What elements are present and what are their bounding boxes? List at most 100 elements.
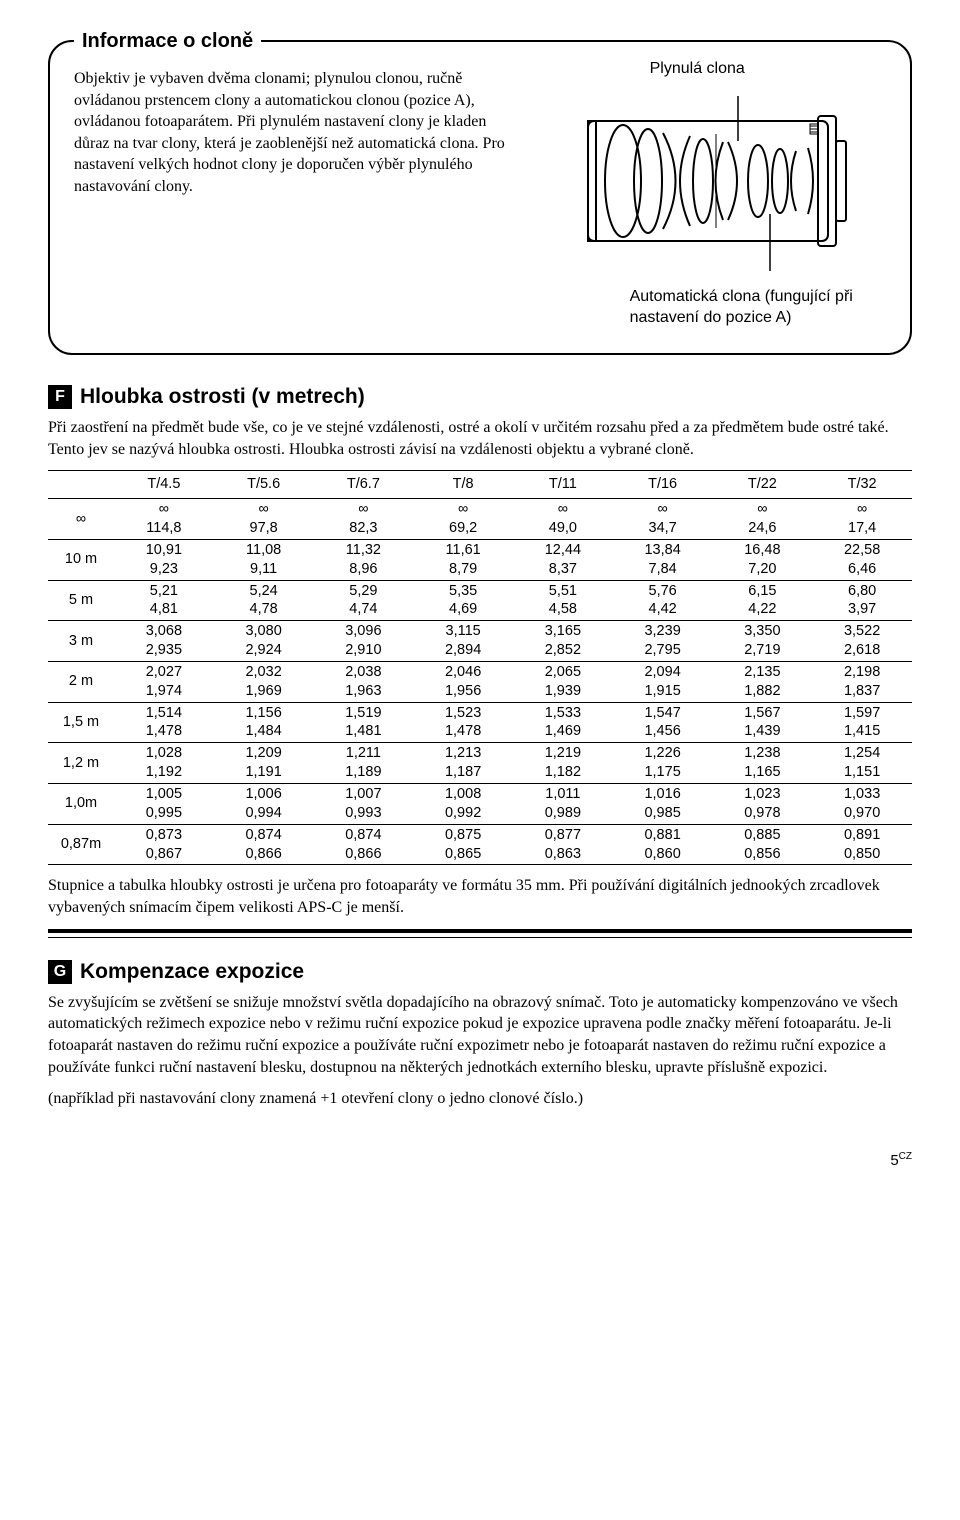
dof-cell: ∞17,4 (812, 499, 912, 540)
dof-cell: 2,0941,915 (613, 661, 713, 702)
dof-cell: 1,5141,478 (114, 702, 214, 743)
dof-cell: 0,8730,867 (114, 824, 214, 865)
dof-cell: 0,8740,866 (214, 824, 314, 865)
dof-cell: 2,1981,837 (812, 661, 912, 702)
table-row: 5 m5,214,815,244,785,294,745,354,695,514… (48, 580, 912, 621)
section-f-heading: F Hloubka ostrosti (v metrech) (48, 383, 912, 411)
dof-cell: 6,803,97 (812, 580, 912, 621)
dof-cell: 1,2111,189 (314, 743, 414, 784)
dof-cell: 0,8910,850 (812, 824, 912, 865)
dof-cell: 0,8770,863 (513, 824, 613, 865)
dof-header-cell: T/16 (613, 471, 713, 499)
dof-cell: ∞114,8 (114, 499, 214, 540)
dof-cell: 1,2381,165 (713, 743, 813, 784)
figure-label-bottom: Automatická clona (fungující při nastave… (530, 286, 886, 329)
dof-cell: 3,1652,852 (513, 621, 613, 662)
page-footer: 5CZ (48, 1150, 912, 1171)
dof-row-label: 1,0m (48, 783, 114, 824)
lens-diagram-icon (558, 86, 858, 276)
dof-cell: 1,2261,175 (613, 743, 713, 784)
section-g-body1: Se zvyšujícím se zvětšení se snižuje mno… (48, 992, 912, 1078)
dof-row-label: 0,87m (48, 824, 114, 865)
dof-cell: 1,0060,994 (214, 783, 314, 824)
dof-cell: 0,8810,860 (613, 824, 713, 865)
dof-cell: 13,847,84 (613, 539, 713, 580)
dof-cell: 0,8850,856 (713, 824, 813, 865)
dof-cell: 2,0461,956 (413, 661, 513, 702)
dof-cell: ∞49,0 (513, 499, 613, 540)
dof-cell: 11,328,96 (314, 539, 414, 580)
dof-cell: 2,0381,963 (314, 661, 414, 702)
dof-cell: 0,8740,866 (314, 824, 414, 865)
info-box: Informace o cloně Objektiv je vybaven dv… (48, 40, 912, 355)
dof-cell: 1,5971,415 (812, 702, 912, 743)
dof-cell: 5,294,74 (314, 580, 414, 621)
page-number: 5 (890, 1152, 898, 1169)
dof-cell: 1,0281,192 (114, 743, 214, 784)
dof-cell: ∞82,3 (314, 499, 414, 540)
page-suffix: CZ (899, 1151, 912, 1162)
box-text: Objektiv je vybaven dvěma clonami; plynu… (74, 58, 510, 329)
dof-cell: 11,618,79 (413, 539, 513, 580)
dof-cell: 22,586,46 (812, 539, 912, 580)
dof-cell: 1,0110,989 (513, 783, 613, 824)
dof-row-label: ∞ (48, 499, 114, 540)
letter-box-g: G (48, 960, 72, 984)
dof-cell: 1,0080,992 (413, 783, 513, 824)
dof-cell: 5,244,78 (214, 580, 314, 621)
dof-cell: 1,5331,469 (513, 702, 613, 743)
section-f-after: Stupnice a tabulka hloubky ostrosti je u… (48, 875, 912, 918)
dof-cell: 11,089,11 (214, 539, 314, 580)
dof-cell: 3,0682,935 (114, 621, 214, 662)
table-row: 1,5 m1,5141,4781,1561,4841,5191,4811,523… (48, 702, 912, 743)
dof-cell: 16,487,20 (713, 539, 813, 580)
dof-cell: 1,5191,481 (314, 702, 414, 743)
dof-cell: 10,919,23 (114, 539, 214, 580)
dof-row-label: 5 m (48, 580, 114, 621)
divider-thick (48, 929, 912, 933)
section-g-heading: G Kompenzace expozice (48, 958, 912, 986)
dof-cell: 1,1561,484 (214, 702, 314, 743)
dof-header-cell: T/4.5 (114, 471, 214, 499)
dof-header-cell: T/6.7 (314, 471, 414, 499)
section-f-body: Při zaostření na předmět bude vše, co je… (48, 417, 912, 460)
dof-cell: 1,0330,970 (812, 783, 912, 824)
dof-cell: 5,354,69 (413, 580, 513, 621)
box-title: Informace o cloně (74, 28, 261, 55)
dof-cell: 1,2131,187 (413, 743, 513, 784)
dof-cell: 1,0070,993 (314, 783, 414, 824)
dof-header-cell (48, 471, 114, 499)
dof-cell: 1,2191,182 (513, 743, 613, 784)
dof-row-label: 1,2 m (48, 743, 114, 784)
table-row: 2 m2,0271,9742,0321,9692,0381,9632,0461,… (48, 661, 912, 702)
dof-cell: ∞69,2 (413, 499, 513, 540)
dof-cell: 6,154,22 (713, 580, 813, 621)
dof-cell: 3,2392,795 (613, 621, 713, 662)
dof-header-cell: T/32 (812, 471, 912, 499)
dof-cell: 3,3502,719 (713, 621, 813, 662)
dof-cell: 3,5222,618 (812, 621, 912, 662)
dof-cell: 3,0802,924 (214, 621, 314, 662)
table-row: 3 m3,0682,9353,0802,9243,0962,9103,1152,… (48, 621, 912, 662)
table-row: 1,0m1,0050,9951,0060,9941,0070,9931,0080… (48, 783, 912, 824)
dof-row-label: 1,5 m (48, 702, 114, 743)
dof-cell: 1,0230,978 (713, 783, 813, 824)
section-f-title: Hloubka ostrosti (v metrech) (80, 383, 365, 411)
dof-cell: 1,0050,995 (114, 783, 214, 824)
box-figure: Plynulá clona (530, 58, 886, 329)
table-row: 0,87m0,8730,8670,8740,8660,8740,8660,875… (48, 824, 912, 865)
dof-table: T/4.5T/5.6T/6.7T/8T/11T/16T/22T/32 ∞∞114… (48, 470, 912, 865)
dof-cell: 1,5671,439 (713, 702, 813, 743)
dof-row-label: 2 m (48, 661, 114, 702)
dof-cell: 3,1152,894 (413, 621, 513, 662)
dof-header-cell: T/11 (513, 471, 613, 499)
dof-cell: 2,1351,882 (713, 661, 813, 702)
dof-header-cell: T/8 (413, 471, 513, 499)
dof-cell: 1,0160,985 (613, 783, 713, 824)
dof-cell: ∞97,8 (214, 499, 314, 540)
figure-label-top: Plynulá clona (530, 58, 745, 80)
dof-cell: ∞24,6 (713, 499, 813, 540)
dof-cell: 0,8750,865 (413, 824, 513, 865)
divider-thin (48, 937, 912, 938)
dof-cell: 2,0321,969 (214, 661, 314, 702)
